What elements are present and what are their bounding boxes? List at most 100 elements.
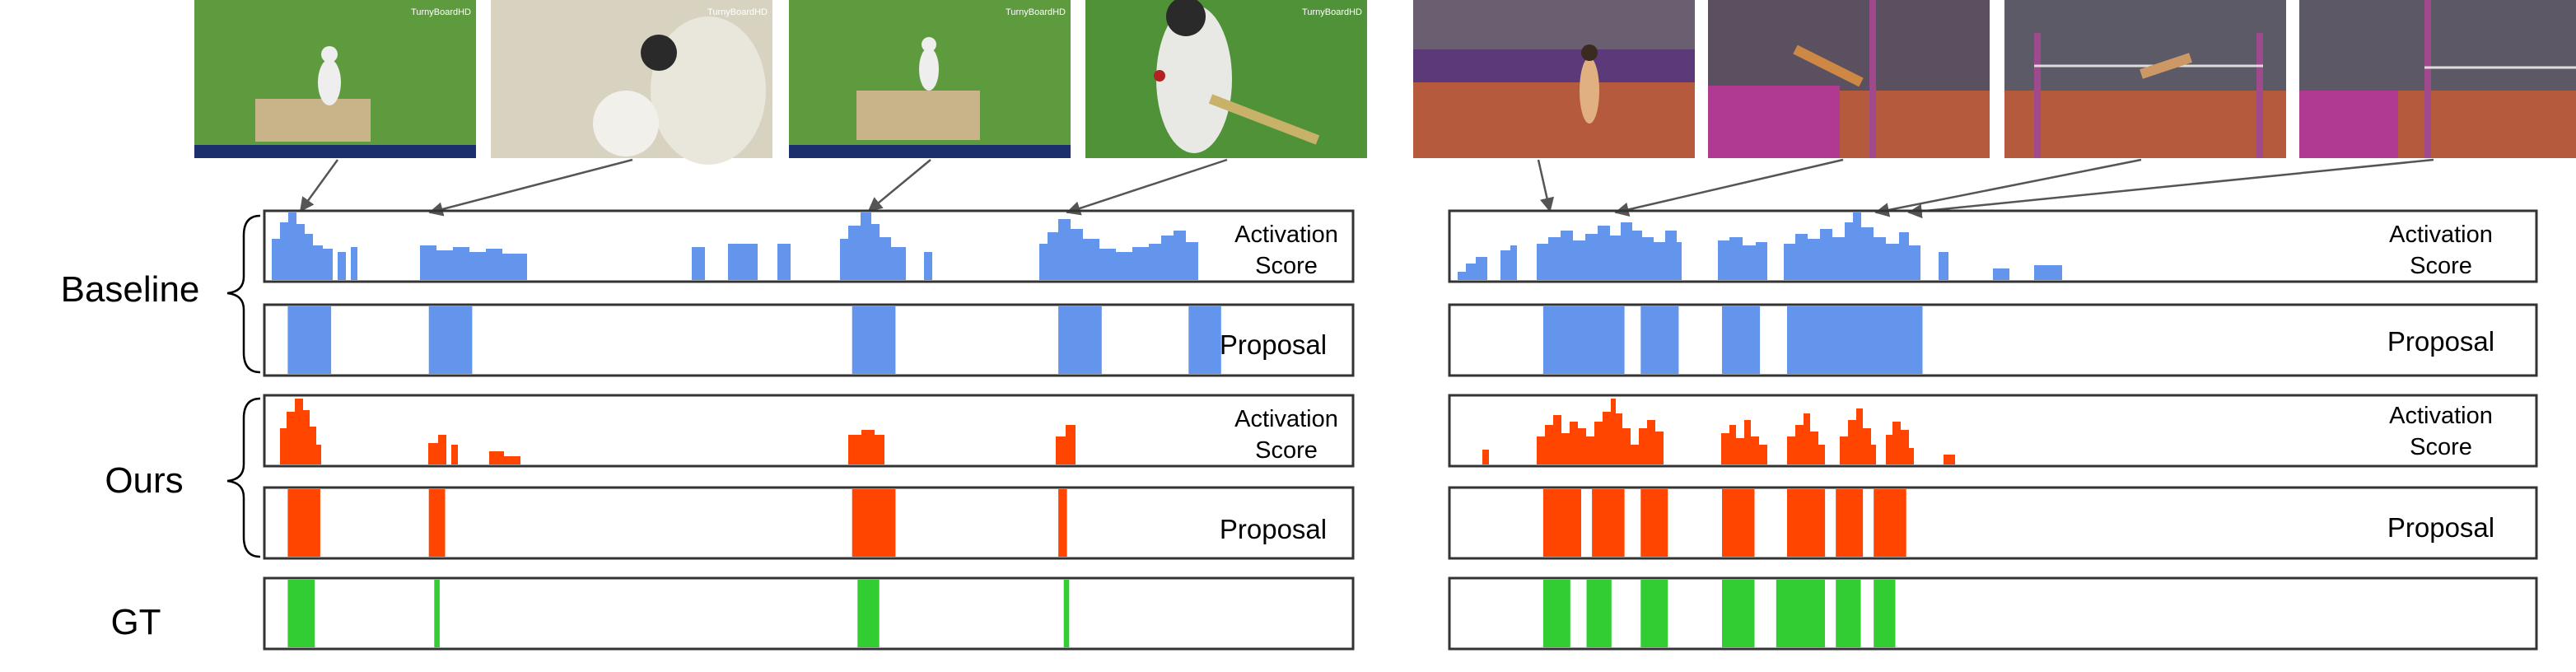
left-baseline-activation-segment-1 [272,212,333,280]
left-baseline-activation-label-line1: Activation [1234,222,1338,248]
left-gt-segment-1 [287,580,315,647]
left-gt-segment-3 [857,580,880,647]
right-baseline-activation-label: Activation Score [2389,222,2493,279]
right-baseline-activation-bars [1458,212,2062,280]
right-baseline-proposal-segment-1 [1542,306,1625,374]
thumbnail-right-3 [2004,0,2286,158]
right-gt-segment-5 [1776,580,1825,647]
left-ours-proposal-segment-1 [287,489,320,557]
left-gt-segment-4 [1063,580,1070,647]
thumbnail-right-4 [2299,0,2576,158]
left-ours-activation-label: Activation Score [1234,406,1338,464]
panel-right: Activation Score Proposal Activation Sco… [1448,209,2538,651]
left-ours-proposal-frame [263,486,1355,560]
left-ours-proposal-bars [287,489,1067,557]
right-ours-activation-segment-4 [1787,408,1914,464]
right-baseline-activation-segment-1 [1458,245,1517,280]
right-gt-segment-7 [1874,580,1896,647]
arrow-left-4 [1066,158,1228,216]
panel-left: Activation Score Proposal Activation Sco… [263,209,1355,651]
left-ours-activation-frame [263,394,1355,468]
left-baseline-proposal-frame [263,303,1355,377]
left-ours-activation-segment-4 [1056,425,1076,464]
thumbnail-left-2-overlay: TurnyBoardHD [707,7,768,17]
right-baseline-proposal-bars [1542,306,1923,374]
right-baseline-activation-segment-5 [1939,252,2062,280]
right-ours-activation-segment-5 [1944,455,1955,464]
arrow-left-1 [299,159,339,212]
right-ours-activation-segment-2 [1537,399,1664,464]
arrow-left-2 [428,158,633,217]
left-baseline-activation-segment-6 [1039,219,1198,280]
right-ours-activation-segment-3 [1721,420,1767,464]
left-baseline-proposal-segment-4 [1058,306,1102,374]
right-ours-activation-segment-1 [1482,450,1489,464]
arrow-right-3 [1874,158,2142,217]
arrow-right-2 [1614,158,1844,217]
left-gt-segment-2 [434,580,440,647]
thumbnail-right-1 [1413,0,1695,158]
left-baseline-activation-frame [263,209,1355,283]
left-gt-bars [287,580,1070,647]
right-ours-proposal-segment-6 [1836,489,1864,557]
right-baseline-activation-frame [1448,209,2538,283]
right-ours-activation-bars [1482,399,1955,464]
right-ours-proposal-segment-4 [1722,489,1755,557]
left-ours-activation-bars [280,399,1076,464]
right-ours-proposal-segment-5 [1787,489,1826,557]
left-ours-activation-segment-3 [848,430,884,464]
arrows-right [1537,158,2434,219]
thumbnail-left-4-overlay: TurnyBoardHD [1302,7,1362,17]
left-baseline-proposal-segment-5 [1188,306,1221,374]
left-baseline-proposal-segment-2 [428,306,473,374]
right-baseline-proposal-label: Proposal [2387,326,2494,357]
left-ours-activation-label-line1: Activation [1234,406,1338,432]
left-ours-proposal-label: Proposal [1220,514,1327,544]
left-gt-frame [263,576,1355,651]
right-baseline-proposal-segment-2 [1640,306,1679,374]
right-ours-proposal-bars [1542,489,1906,557]
right-ours-activation-frame [1448,394,2538,468]
thumbnail-left-4: TurnyBoardHD [1085,0,1367,158]
left-ours-proposal-segment-4 [1058,489,1067,557]
thumbnail-left-2: TurnyBoardHD [491,0,772,165]
brace-ours [226,397,261,558]
right-ours-activation-label-line2: Score [2410,434,2472,460]
left-baseline-activation-segment-3 [420,245,527,280]
right-gt-segment-2 [1586,580,1612,647]
arrow-right-4 [1907,158,2434,219]
thumbnails-right [1413,0,2576,158]
left-baseline-activation-segment-5 [840,212,932,280]
left-baseline-proposal-label: Proposal [1220,329,1327,360]
thumbnail-right-2 [1708,0,1990,158]
right-gt-bars [1542,580,1896,647]
right-ours-proposal-segment-3 [1640,489,1668,557]
left-baseline-proposal-segment-1 [287,306,332,374]
left-baseline-proposal-segment-3 [852,306,896,374]
right-gt-segment-6 [1836,580,1861,647]
right-ours-proposal-frame [1448,486,2538,560]
right-ours-activation-label-line1: Activation [2389,403,2493,429]
right-ours-proposal-label: Proposal [2387,512,2494,543]
right-gt-frame [1448,576,2538,651]
left-ours-proposal-segment-3 [852,489,896,557]
thumbnail-left-1-overlay: TurnyBoardHD [411,7,471,17]
right-baseline-proposal-frame [1448,303,2538,377]
right-ours-proposal-segment-7 [1874,489,1906,557]
right-gt-segment-4 [1722,580,1755,647]
brace-baseline [226,214,261,374]
left-baseline-activation-bars [272,212,1198,280]
row-label-gt: GT [110,602,161,642]
right-baseline-proposal-segment-4 [1787,306,1923,374]
left-baseline-activation-segment-2 [338,247,357,280]
right-baseline-activation-segment-3 [1718,237,1767,280]
right-gt-segment-1 [1542,580,1570,647]
left-baseline-activation-segment-4 [692,244,791,280]
right-gt-segment-3 [1640,580,1668,647]
row-label-ours: Ours [105,460,183,501]
right-ours-proposal-segment-1 [1542,489,1581,557]
arrow-right-1 [1537,159,1555,212]
right-baseline-proposal-segment-3 [1722,306,1761,374]
right-baseline-activation-label-line1: Activation [2389,222,2493,248]
